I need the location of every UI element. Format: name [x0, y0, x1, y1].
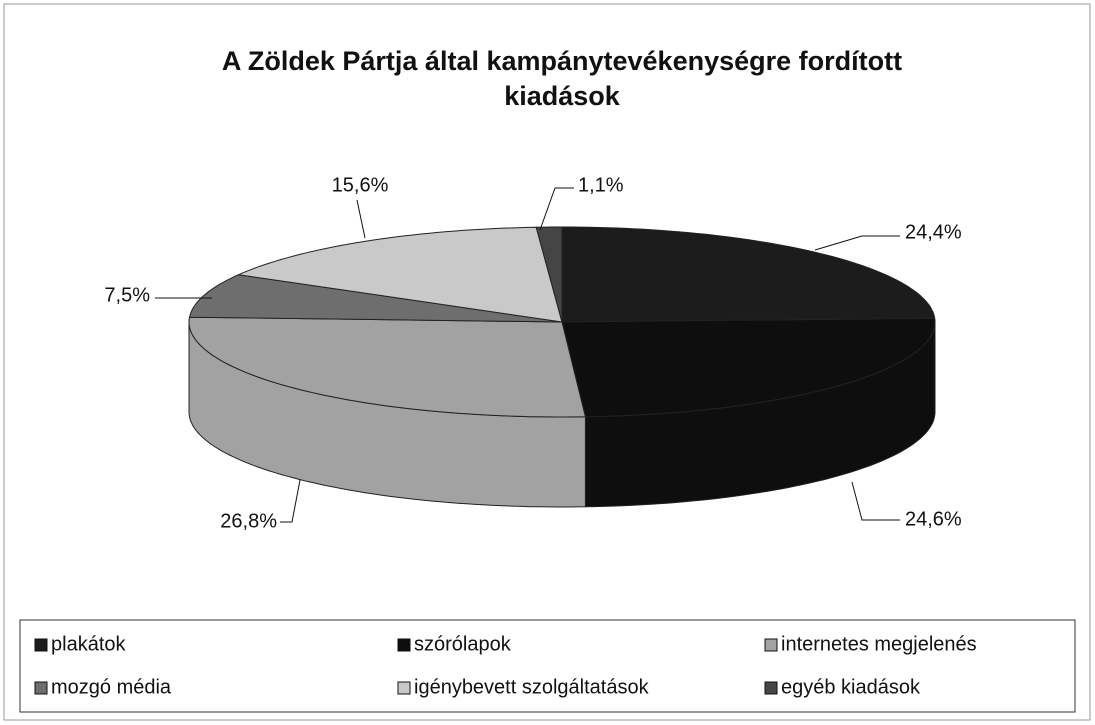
data-label: 1,1%	[578, 174, 624, 196]
legend-swatch	[397, 638, 411, 652]
legend-swatch	[764, 638, 778, 652]
legend-swatch	[397, 681, 411, 695]
leader-line	[539, 187, 574, 231]
legend-label: egyéb kiadások	[781, 676, 921, 698]
leader-line	[356, 199, 366, 239]
legend-swatch	[34, 638, 48, 652]
legend-swatch	[764, 681, 778, 695]
pie-slice	[188, 274, 563, 323]
legend-label: igénybevett szolgáltatások	[414, 676, 650, 698]
data-label: 24,6%	[905, 508, 962, 530]
data-label: 24,4%	[905, 221, 962, 243]
legend-label: plakátok	[51, 633, 126, 655]
data-label: 7,5%	[104, 284, 150, 306]
chart-title: A Zöldek Pártja által kampánytevékenység…	[221, 46, 903, 111]
legend-label: internetes megjelenés	[781, 633, 977, 655]
pie-slice	[188, 316, 587, 418]
data-label: 15,6%	[332, 174, 389, 196]
legend-box	[19, 619, 1076, 713]
legend-label: szórólapok	[414, 633, 512, 655]
pie-slice	[535, 226, 563, 323]
leader-line	[280, 479, 301, 523]
pie-slice	[236, 226, 563, 323]
pie-slice	[561, 317, 936, 418]
legend-label: mozgó média	[51, 676, 172, 698]
legend-swatch	[34, 681, 48, 695]
data-label: 26,8%	[220, 510, 277, 532]
leader-line	[851, 481, 900, 521]
pie-slice	[561, 226, 936, 323]
leader-line	[814, 235, 900, 251]
chart-border	[3, 3, 1091, 721]
